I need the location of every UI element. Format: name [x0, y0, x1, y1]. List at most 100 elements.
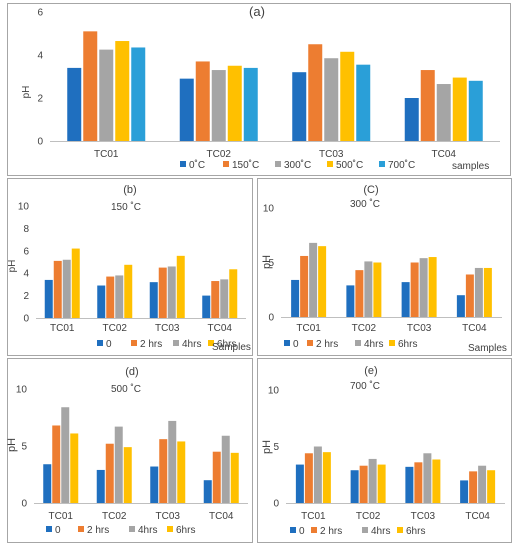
chart-panel-a: (a) pH 0 2 4 6 TC01 TC02 TC03 TC04 0˚C 150˚C 300˚C 50… [7, 3, 511, 176]
legend-label: 6hrs [176, 525, 195, 536]
y-tick-label: 6 [37, 8, 43, 19]
chart-panel-d: (d) 500 ˚C pH 0 5 10 TC01 TC02 TC03 TC04 0 2 hrs 4hr… [6, 358, 253, 543]
bar-tc02-1 [359, 465, 368, 503]
y-tick-label: 5 [21, 442, 27, 453]
legend-item: 6hrs [397, 526, 425, 537]
bar-tc04-4 [468, 80, 483, 141]
legend-swatch [284, 340, 290, 346]
legend-swatch [223, 161, 229, 167]
chart-panel-c: (C) 300 ˚C pH 0 5 10 TC01 TC02 TC03 TC04 0 2 hrs 4hr… [257, 178, 512, 356]
bar-tc01-1 [52, 425, 61, 503]
bar-tc01-4 [131, 47, 146, 141]
legend-item: 2 hrs [78, 525, 109, 536]
bar-tc03-3 [177, 441, 186, 503]
y-tick-label: 0 [23, 314, 29, 325]
legend-item: 0 [284, 339, 299, 350]
legend-item: 4hrs [362, 526, 390, 537]
x-tick-label: TC01 [94, 149, 119, 160]
legend-label: 0 [299, 526, 305, 537]
bar-tc01-1 [304, 453, 313, 503]
bar-tc02-0 [96, 469, 105, 503]
legend-swatch [180, 161, 186, 167]
chart-subtitle: 150 ˚C [111, 201, 141, 213]
y-tick-label: 2 [23, 291, 29, 302]
bar-tc04-3 [452, 77, 467, 141]
bar-tc03-0 [150, 466, 159, 503]
bar-tc04-3 [487, 470, 496, 503]
legend-label: 0 [293, 339, 299, 350]
chart-subtitle: 700 ˚C [350, 380, 380, 392]
legend-label: 2 hrs [316, 339, 338, 350]
bar-tc04-0 [202, 295, 211, 318]
chart-panel-b: (b) 150 ˚C pH 0 2 4 6 8 10 TC01 TC02 TC03 TC04 0 2 hrs… [7, 178, 253, 356]
x-tick-label: TC04 [432, 149, 457, 160]
y-tick-label: 6 [23, 246, 29, 257]
bar-tc04-1 [212, 451, 221, 503]
chart-title: (a) [249, 4, 265, 19]
bar-tc02-0 [350, 470, 359, 503]
chart-panel-e: (e) 700 ˚C pH 0 5 10 TC01 TC02 TC03 TC04 0 2 hrs 4hr… [257, 358, 512, 543]
bar-tc02-1 [355, 270, 364, 317]
legend-item: 2 hrs [131, 339, 162, 350]
bar-tc03-1 [414, 462, 423, 503]
legend-item: 150˚C [223, 159, 259, 171]
bar-tc02-0 [97, 285, 106, 318]
bar-tc01-0 [43, 464, 52, 503]
legend-swatch [275, 161, 281, 167]
bar-tc01-1 [300, 255, 309, 317]
bar-tc04-2 [436, 84, 451, 141]
bar-tc01-1 [83, 31, 98, 142]
x-tick-label: TC03 [156, 511, 181, 522]
legend-item: 4hrs [173, 339, 201, 350]
bar-tc02-3 [227, 65, 242, 141]
bar-tc01-3 [318, 246, 327, 317]
legend-swatch [208, 340, 214, 346]
y-tick-label: 10 [18, 202, 30, 213]
bar-tc03-0 [405, 466, 414, 503]
legend-swatch [167, 526, 173, 532]
bar-tc04-1 [420, 70, 435, 141]
bar-tc01-3 [322, 452, 331, 503]
x-tick-label: TC03 [407, 323, 432, 334]
y-tick-label: 5 [268, 258, 274, 269]
x-tick-label: TC02 [103, 323, 128, 334]
x-tick-label: TC02 [356, 511, 381, 522]
legend-item: 4hrs [355, 339, 383, 350]
legend-swatch [327, 161, 333, 167]
y-axis-label: pH [261, 255, 273, 269]
y-tick-label: 10 [268, 386, 280, 397]
legend-label: 500˚C [336, 159, 363, 171]
legend-item: 0 [46, 525, 61, 536]
legend-swatch [355, 340, 361, 346]
bar-tc01-2 [62, 259, 71, 318]
bar-tc04-0 [460, 480, 469, 503]
legend-item: 6hrs [208, 339, 236, 350]
legend-item: 500˚C [327, 159, 363, 171]
bar-tc04-3 [483, 267, 492, 317]
y-tick-label: 0 [21, 499, 27, 510]
x-tick-label: TC01 [50, 323, 75, 334]
legend-swatch [129, 526, 135, 532]
bar-tc01-0 [295, 464, 304, 503]
bar-tc04-1 [465, 274, 474, 317]
bar-tc01-0 [44, 279, 53, 318]
legend-label: 2 hrs [140, 339, 162, 350]
legend-swatch [131, 340, 137, 346]
x-axis-label: samples [452, 161, 489, 172]
x-tick-label: TC04 [465, 511, 490, 522]
legend-swatch [78, 526, 84, 532]
bar-tc01-2 [99, 49, 114, 141]
y-tick-label: 4 [23, 269, 29, 280]
legend-item: 0 [97, 339, 112, 350]
chart-subtitle: 300 ˚C [350, 198, 380, 210]
x-tick-label: TC02 [102, 511, 127, 522]
legend-label: 2 hrs [87, 525, 109, 536]
y-tick-label: 2 [37, 94, 43, 105]
legend-item: 6hrs [389, 339, 417, 350]
bar-tc03-2 [423, 453, 432, 503]
bar-tc02-0 [346, 285, 355, 317]
bar-tc03-2 [419, 258, 428, 317]
legend-swatch [290, 527, 296, 533]
legend-label: 4hrs [138, 525, 157, 536]
bar-tc04-2 [220, 279, 229, 318]
